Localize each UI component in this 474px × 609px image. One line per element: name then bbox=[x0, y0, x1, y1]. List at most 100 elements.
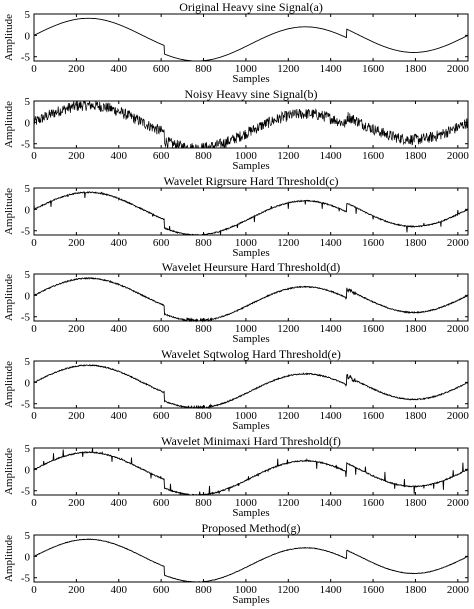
y-axis-label: Amplitude bbox=[3, 14, 15, 61]
series-line bbox=[33, 447, 469, 496]
panel-a: Original Heavy sine Signal(a) 0 200 400 600 8… bbox=[3, 0, 469, 85]
y-tick-label: 5 bbox=[25, 443, 31, 455]
x-tick-label: 400 bbox=[111, 497, 128, 509]
x-tick-label: 400 bbox=[111, 584, 128, 596]
y-tick-label: 5 bbox=[25, 96, 31, 108]
axes-frame bbox=[33, 13, 469, 62]
y-tick-label: -5 bbox=[21, 139, 31, 151]
x-tick-label: 400 bbox=[111, 323, 128, 335]
x-tick-label: 600 bbox=[153, 63, 170, 75]
axes-frame bbox=[33, 187, 469, 236]
panel-title: Wavelet Sqtwolog Hard Threshold(e) bbox=[161, 347, 341, 361]
panel-title: Proposed Method(g) bbox=[202, 521, 301, 535]
x-tick-label: 1400 bbox=[320, 497, 343, 509]
x-tick-label: 2000 bbox=[447, 584, 470, 596]
x-tick-label: 0 bbox=[31, 584, 37, 596]
y-axis-label: Amplitude bbox=[3, 448, 15, 495]
x-tick-label: 0 bbox=[31, 63, 37, 75]
x-tick-label: 800 bbox=[195, 63, 212, 75]
x-tick-label: 1000 bbox=[235, 63, 258, 75]
x-tick-label: 1600 bbox=[362, 410, 385, 422]
x-tick-label: 2000 bbox=[447, 410, 470, 422]
x-tick-label: 2000 bbox=[447, 63, 470, 75]
x-tick-label: 2000 bbox=[447, 497, 470, 509]
x-tick-label: 0 bbox=[31, 497, 37, 509]
x-tick-label: 200 bbox=[68, 323, 85, 335]
x-axis-label: Samples bbox=[232, 247, 269, 259]
axes-frame bbox=[33, 273, 469, 322]
y-tick-label: 5 bbox=[25, 356, 31, 368]
x-axis-label: Samples bbox=[232, 333, 269, 345]
x-tick-label: 1600 bbox=[362, 237, 385, 249]
panel-d: Wavelet Heursure Hard Threshold(d) 0 200 40… bbox=[3, 260, 469, 345]
y-axis-label: Amplitude bbox=[3, 188, 15, 235]
x-tick-label: 1200 bbox=[277, 323, 300, 335]
x-tick-label: 400 bbox=[111, 410, 128, 422]
y-axis-label: Amplitude bbox=[3, 361, 15, 408]
x-tick-label: 800 bbox=[195, 237, 212, 249]
y-tick-label: 5 bbox=[25, 9, 31, 21]
x-tick-label: 1000 bbox=[235, 150, 258, 162]
x-tick-label: 800 bbox=[195, 497, 212, 509]
y-tick-label: 5 bbox=[25, 530, 31, 542]
axes-frame bbox=[33, 534, 469, 583]
y-tick-label: 0 bbox=[25, 377, 31, 389]
x-axis-label: Samples bbox=[232, 73, 269, 85]
x-axis-label: Samples bbox=[232, 160, 269, 172]
x-tick-label: 1200 bbox=[277, 410, 300, 422]
y-tick-label: 5 bbox=[25, 269, 31, 281]
x-tick-label: 1400 bbox=[320, 323, 343, 335]
x-tick-label: 1800 bbox=[404, 497, 427, 509]
x-tick-label: 1800 bbox=[404, 410, 427, 422]
y-tick-label: 0 bbox=[25, 117, 31, 129]
x-tick-label: 1000 bbox=[235, 237, 258, 249]
x-tick-label: 1400 bbox=[320, 410, 343, 422]
panel-title: Wavelet Rigrsure Hard Threshold(c) bbox=[163, 174, 338, 188]
x-tick-label: 0 bbox=[31, 410, 37, 422]
x-tick-label: 200 bbox=[68, 410, 85, 422]
x-tick-label: 200 bbox=[68, 150, 85, 162]
x-tick-label: 1400 bbox=[320, 237, 343, 249]
x-tick-label: 600 bbox=[153, 237, 170, 249]
y-tick-label: -5 bbox=[21, 573, 31, 585]
x-tick-label: 1000 bbox=[235, 497, 258, 509]
x-tick-label: 1400 bbox=[320, 63, 343, 75]
series-line bbox=[33, 276, 469, 323]
panel-g: Proposed Method(g) 0 200 400 600 800 1000 1200 1… bbox=[3, 521, 469, 606]
y-tick-label: 0 bbox=[25, 30, 31, 42]
x-tick-label: 2000 bbox=[447, 237, 470, 249]
x-tick-label: 800 bbox=[195, 323, 212, 335]
panel-c: Wavelet Rigrsure Hard Threshold(c) 0 200 40… bbox=[3, 174, 469, 259]
x-tick-label: 400 bbox=[111, 237, 128, 249]
panel-e: Wavelet Sqtwolog Hard Threshold(e) 0 200 40… bbox=[3, 347, 469, 432]
x-tick-label: 1400 bbox=[320, 584, 343, 596]
y-tick-label: 0 bbox=[25, 464, 31, 476]
y-tick-label: 0 bbox=[25, 551, 31, 563]
panel-title: Wavelet Heursure Hard Threshold(d) bbox=[162, 260, 340, 274]
y-tick-label: 0 bbox=[25, 204, 31, 216]
series-line bbox=[33, 364, 469, 410]
x-tick-label: 1600 bbox=[362, 323, 385, 335]
axes-frame bbox=[33, 360, 469, 409]
y-tick-label: 0 bbox=[25, 290, 31, 302]
x-tick-label: 1600 bbox=[362, 150, 385, 162]
panel-title: Wavelet Minimaxi Hard Threshold(f) bbox=[161, 434, 341, 448]
panel-title: Noisy Heavy sine Signal(b) bbox=[185, 87, 318, 101]
y-tick-label: -5 bbox=[21, 226, 31, 238]
y-tick-label: -5 bbox=[21, 486, 31, 498]
x-tick-label: 1800 bbox=[404, 150, 427, 162]
panel-title: Original Heavy sine Signal(a) bbox=[179, 0, 323, 14]
x-tick-label: 1800 bbox=[404, 323, 427, 335]
x-tick-label: 1600 bbox=[362, 584, 385, 596]
x-tick-label: 600 bbox=[153, 410, 170, 422]
series-line bbox=[33, 17, 469, 62]
x-tick-label: 800 bbox=[195, 150, 212, 162]
x-tick-label: 200 bbox=[68, 497, 85, 509]
x-tick-label: 1200 bbox=[277, 63, 300, 75]
x-tick-label: 1400 bbox=[320, 150, 343, 162]
x-axis-label: Samples bbox=[232, 507, 269, 519]
x-tick-label: 200 bbox=[68, 584, 85, 596]
x-tick-label: 1600 bbox=[362, 63, 385, 75]
x-tick-label: 1600 bbox=[362, 497, 385, 509]
